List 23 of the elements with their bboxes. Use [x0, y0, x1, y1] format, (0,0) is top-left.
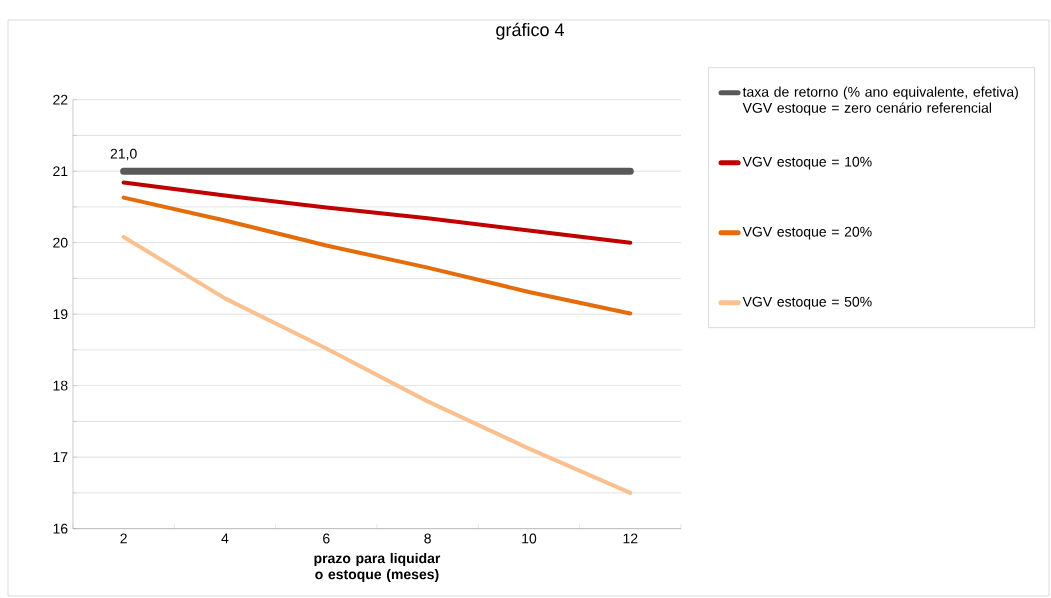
x-tick-label: 10 [522, 533, 537, 544]
legend-label: VGV estoque = 20% [742, 226, 872, 240]
x-tick-label: 6 [323, 533, 330, 544]
legend-label: VGV estoque = 50% [742, 296, 872, 310]
line-series [121, 234, 633, 495]
line-series [121, 180, 633, 245]
y-tick-label: 22 [53, 94, 68, 105]
y-tick-label: 18 [53, 380, 68, 391]
x-tick-label: 12 [623, 533, 638, 544]
legend-label: taxa de retorno (% ano equivalente, efetiva) VGV estoque = zero cenário referencial [742, 86, 1018, 116]
annotation: 21,0 [110, 148, 137, 161]
y-tick-label: 19 [53, 309, 68, 320]
y-tick-label: 16 [53, 523, 68, 534]
y-tick-label: 21 [53, 166, 68, 177]
y-tick-label: 20 [53, 237, 68, 248]
y-tick-label: 17 [53, 452, 68, 462]
x-axis-title: prazo para liquidar o estoque (meses) [314, 552, 441, 582]
line-series [121, 195, 633, 316]
chart-title: gráfico 4 [496, 22, 564, 40]
x-tick-label: 2 [120, 533, 127, 544]
x-tick-label: 4 [221, 533, 229, 544]
x-tick-label: 8 [424, 533, 431, 544]
legend-label: VGV estoque = 10% [742, 156, 872, 170]
